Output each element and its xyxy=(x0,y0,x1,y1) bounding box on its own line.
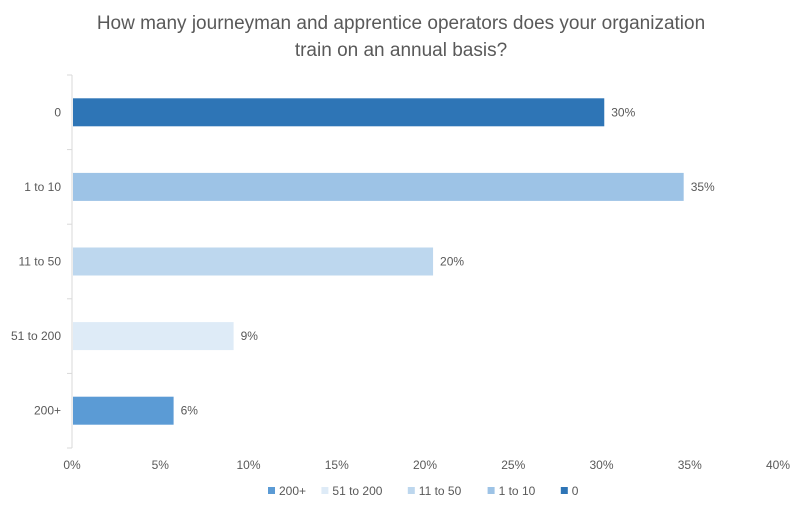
x-tick-label: 5% xyxy=(152,458,170,472)
bar xyxy=(73,322,234,351)
x-tick-label: 40% xyxy=(766,458,790,472)
x-tick-label: 30% xyxy=(589,458,613,472)
x-tick-label: 15% xyxy=(325,458,349,472)
bar xyxy=(73,172,684,201)
x-tick-label: 20% xyxy=(413,458,437,472)
data-label: 9% xyxy=(241,329,259,343)
data-label: 35% xyxy=(691,180,715,194)
chart-title-line-2: train on an annual basis? xyxy=(295,40,507,61)
y-tick-label: 200+ xyxy=(34,404,61,418)
x-tick-label: 35% xyxy=(678,458,702,472)
y-tick-label: 11 to 50 xyxy=(19,255,62,269)
legend-item: 51 to 200 xyxy=(321,484,383,498)
legend-item: 0 xyxy=(560,484,579,498)
legend-swatch xyxy=(487,487,495,494)
data-label: 30% xyxy=(611,105,635,119)
legend-swatch xyxy=(321,487,329,494)
x-tick-label: 0% xyxy=(63,458,81,472)
legend-label: 51 to 200 xyxy=(332,484,382,498)
legend-swatch xyxy=(560,487,568,494)
legend-label: 11 to 50 xyxy=(419,484,462,498)
legend-swatch xyxy=(268,487,275,494)
x-tick-label: 10% xyxy=(236,458,260,472)
data-label: 6% xyxy=(181,404,199,418)
legend-label: 0 xyxy=(572,484,579,498)
legend-label: 200+ xyxy=(279,484,306,498)
y-tick-label: 51 to 200 xyxy=(11,329,61,343)
chart-title-line-1: How many journeyman and apprentice opera… xyxy=(97,13,705,34)
legend-item: 1 to 10 xyxy=(487,484,536,498)
y-tick-label: 1 to 10 xyxy=(24,180,61,194)
bar xyxy=(73,98,605,127)
bar xyxy=(73,247,434,276)
legend-label: 1 to 10 xyxy=(499,484,536,498)
bar xyxy=(73,396,174,425)
y-tick-label: 0 xyxy=(54,105,61,119)
legend-swatch xyxy=(407,487,415,494)
legend-item: 200+ xyxy=(268,484,306,498)
x-tick-label: 25% xyxy=(501,458,525,472)
legend-item: 11 to 50 xyxy=(407,484,462,498)
data-label: 20% xyxy=(440,255,464,269)
